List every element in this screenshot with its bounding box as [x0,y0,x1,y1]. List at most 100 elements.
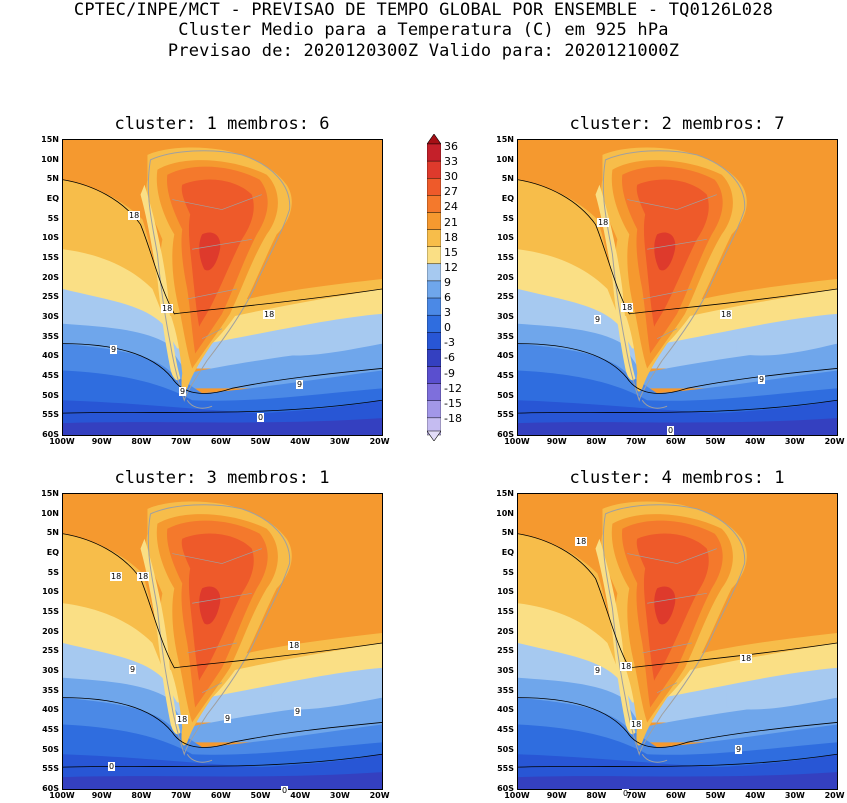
contour-label: 18 [137,572,150,581]
latitude-label: 40S [497,351,514,361]
contour-label: 0 [281,786,289,795]
contour-label: 9 [758,375,766,384]
colorbar-level-label: 33 [444,155,458,169]
country-borders [172,548,262,693]
contour-label: 18 [575,537,588,546]
contour-label: 18 [263,310,276,319]
map-canvas [63,494,382,789]
colorbar-level-label: -3 [444,336,455,350]
longitude-label: 50W [705,437,726,446]
latitude-label: 45S [497,371,514,380]
latitude-label: 30S [497,666,514,675]
colorbar-segment [427,229,441,247]
latitude-label: 10N [496,508,514,518]
map-panel [62,139,383,436]
contour-label: 9 [179,387,187,396]
colorbar-level-label: 0 [444,321,451,335]
colorbar-bottom-arrow [427,430,441,441]
contour-9 [63,343,382,394]
contour-label: 18 [621,303,634,312]
colorbar-segment [427,314,441,333]
latitude-label: 5S [47,213,59,223]
contour-label: 18 [128,211,141,220]
latitude-label: 25S [497,646,514,656]
country-borders [172,194,262,339]
latitude-label: 15S [497,607,514,616]
longitude-label: 20W [824,437,845,446]
latitude-label: 15S [497,253,514,262]
latitude-label: 5S [502,567,514,577]
latitude-label: 10N [496,154,514,164]
longitude-label: 50W [250,437,271,446]
latitude-label: 25S [497,292,514,302]
panel-title: cluster: 2 membros: 7 [569,114,785,134]
latitude-label: 40S [497,705,514,715]
colorbar-segment [427,246,441,265]
contour-label: 0 [622,789,630,798]
map-canvas [63,140,382,435]
contour-18 [63,533,382,669]
map-panel [517,139,838,436]
latitude-label: 20S [42,626,59,636]
band-below-0 [63,418,382,435]
tierra-del-fuego [641,753,668,763]
longitude-label: 90W [546,437,567,446]
colorbar-level-label: -12 [444,381,462,395]
latitude-label: 55S [42,410,59,420]
colorbar-level-label: 21 [444,215,458,229]
colorbar-level-label: 6 [444,291,451,304]
header-dates: Previsao de: 2020120300Z Valido para: 20… [167,41,680,61]
contour-label: 18 [176,715,189,724]
longitude-label: 100W [504,791,530,800]
longitude-label: 30W [329,791,350,800]
longitude-label: 70W [171,437,192,446]
longitude-label: 30W [329,437,350,446]
latitude-label: 25S [42,646,59,656]
latitude-label: 30S [42,312,59,321]
longitude-label: 80W [131,437,152,446]
contour-label: 9 [594,315,602,324]
latitude-label: 5N [46,528,59,538]
longitude-label: 90W [91,791,112,800]
colorbar-level-label: 36 [444,140,458,153]
colorbar-segment [427,178,441,196]
latitude-label: 15N [41,489,59,498]
latitude-label: EQ [501,548,514,557]
band-atlantic-tongue [736,323,837,356]
band-atlantic-tongue [726,677,837,710]
colorbar-segment [427,263,441,282]
colorbar-level-label: 3 [444,306,451,320]
latitude-label: 10N [41,154,59,164]
latitude-label: 40S [42,351,59,361]
contour-18 [63,179,382,315]
latitude-label: 15N [496,489,514,498]
colorbar-level-label: 15 [444,245,458,259]
tierra-del-fuego [186,399,213,409]
latitude-label: 45S [42,371,59,380]
continent-30-33 [199,232,221,271]
longitude-label: 20W [369,791,390,800]
colorbar-segment [427,160,441,179]
longitude-label: 60W [210,437,231,446]
contour-label: 18 [161,304,174,313]
colorbar-level-label: 27 [444,185,458,199]
contour-label: 0 [108,762,116,771]
longitude-label: 40W [290,437,311,446]
latitude-label: 35S [42,331,59,341]
map-canvas [518,140,837,435]
coastline [147,150,291,402]
longitude-label: 60W [210,791,231,800]
latitude-label: 50S [497,390,514,400]
latitude-label: 55S [497,410,514,420]
longitude-label: 30W [784,791,805,800]
latitude-label: 10S [497,233,514,243]
contour-0 [63,399,382,414]
longitude-label: 20W [824,791,845,800]
latitude-label: 30S [497,312,514,321]
latitude-label: 45S [42,725,59,734]
map-panel [517,493,838,790]
longitude-label: 50W [250,791,271,800]
latitude-label: 5S [47,567,59,577]
contour-0 [518,399,837,414]
colorbar-segment [427,143,441,162]
